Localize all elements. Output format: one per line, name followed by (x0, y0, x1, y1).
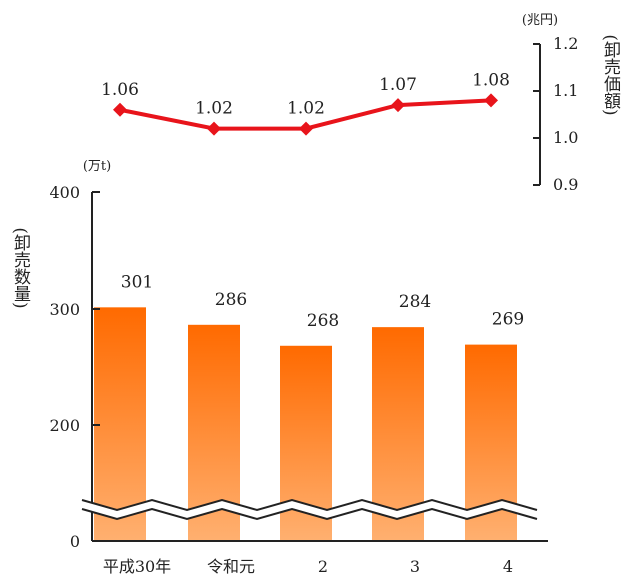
axis-break-band (82, 500, 537, 519)
price-tick-label: 1.2 (553, 34, 578, 53)
price-tick-label: 1.0 (553, 128, 578, 147)
category-label: 平成30年 (103, 557, 171, 576)
price-axis-title: (卸売価額) (600, 34, 621, 115)
price-tick-label: 1.1 (553, 81, 578, 100)
volume-bar (94, 307, 146, 541)
price-value-label: 1.02 (195, 99, 233, 119)
volume-tick-label: 200 (49, 416, 80, 435)
category-label: 4 (503, 557, 513, 576)
price-marker (207, 121, 221, 136)
category-label: 3 (410, 557, 420, 576)
volume-value-label: 268 (307, 311, 339, 331)
price-value-label: 1.07 (379, 75, 417, 95)
price-value-label: 1.06 (101, 80, 139, 100)
volume-tick-label: 400 (49, 183, 80, 202)
price-value-label: 1.02 (287, 99, 325, 119)
price-ticks: 0.9 1.0 1.1 1.2 (533, 34, 578, 194)
volume-tick-label: 0 (70, 532, 80, 551)
price-chart: (兆円) 0.91.01.11.2 (卸売価額) 1.061.02 1.021.0… (101, 13, 620, 194)
category-label: 2 (318, 557, 328, 576)
category-labels: 平成30年 令和元 2 3 4 (103, 557, 513, 576)
price-marker (484, 93, 498, 108)
volume-value-label: 286 (215, 290, 247, 310)
volume-tick-label: 300 (49, 300, 80, 319)
axis-break (81, 498, 538, 521)
price-marker (391, 98, 405, 113)
volume-value-label: 284 (399, 292, 431, 312)
volume-value-label: 301 (121, 272, 153, 292)
price-value-label: 1.08 (472, 70, 510, 90)
volume-bars: 301 286 268 284 269 (94, 272, 524, 541)
price-tick-label: 0.9 (553, 175, 578, 194)
price-marker (299, 121, 313, 136)
axis-break-line (81, 498, 538, 512)
axis-break-line (81, 507, 538, 521)
volume-chart: (万t) (卸売数量) 301 286 268 284 269 0 200 300 400 平… (10, 159, 548, 576)
volume-axis-title: (卸売数量) (10, 227, 31, 308)
volume-ticks: 0 200 300 400 (49, 183, 100, 551)
volume-value-label: 269 (492, 310, 524, 330)
category-label: 令和元 (207, 557, 255, 576)
price-marker (113, 102, 127, 117)
price-unit-label: (兆円) (522, 13, 558, 28)
price-series: 1.06 1.02 1.02 1.07 1.08 (101, 70, 510, 136)
volume-unit-label: (万t) (83, 159, 111, 174)
